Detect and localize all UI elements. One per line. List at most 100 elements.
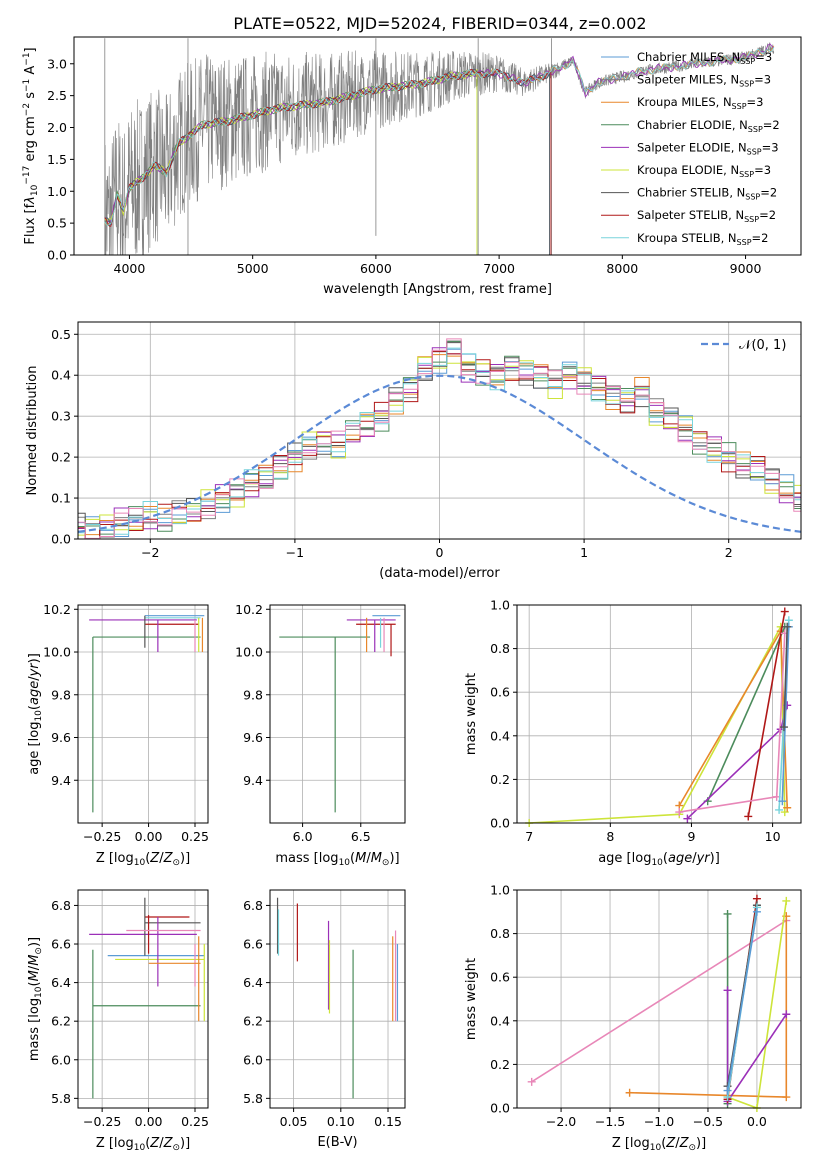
x-axis-label: E(B-V): [317, 1135, 357, 1150]
y-axis-label: mass weight: [464, 958, 479, 1040]
axes-frame: [77, 321, 802, 540]
y-axis-label: age [log10(age/yr)]: [27, 653, 44, 775]
axes-frame: [73, 36, 802, 256]
mass-weight-point: [752, 907, 761, 916]
x-tick-label: −0.5: [693, 1114, 723, 1129]
x-tick-label: 0.15: [374, 1114, 402, 1129]
y-axis-label-part: /: [27, 965, 42, 970]
y-tick-label: 1.0: [490, 598, 510, 613]
y-tick-label: 9.4: [51, 773, 71, 788]
x-tick-label: 6.5: [351, 829, 371, 844]
x-tick-label: −1.5: [595, 1114, 625, 1129]
y-tick-label: 2.0: [47, 120, 67, 135]
x-tick-label: 0.10: [327, 1114, 355, 1129]
mass-weight-point: [780, 607, 789, 616]
y-axis-label-part: )]: [27, 653, 42, 663]
legend-entry: Salpeter MILES, NSSP=3: [637, 73, 771, 89]
y-axis-label-part: (: [27, 981, 42, 986]
y-tick-label: 0.0: [47, 248, 67, 263]
observed-spectrum: [104, 42, 775, 255]
x-tick-label: −0.25: [83, 829, 121, 844]
y-tick-label: 10.2: [43, 602, 71, 617]
legend-name: Salpeter ELODIE, N: [637, 140, 747, 154]
legend-name: Chabrier STELIB, N: [637, 186, 745, 200]
x-axis-label-part: )]: [389, 851, 399, 866]
y-axis-label-part: mass [log: [27, 998, 42, 1061]
x-tick-label: 0.05: [280, 1114, 308, 1129]
y-axis-label-part: 10: [34, 986, 44, 998]
mass-weight-point: [775, 805, 784, 814]
axes-frame: [269, 604, 406, 824]
y-axis-label-part: 10: [34, 710, 44, 722]
mass-weight-line: [706, 626, 786, 802]
legend-entry: Chabrier ELODIE, NSSP=2: [637, 118, 780, 134]
y-tick-label: 5.8: [243, 1091, 263, 1106]
mass-weight-point: [723, 1086, 732, 1095]
legend-name: Kroupa STELIB, N: [637, 231, 737, 245]
x-axis-label-part: ⊙: [688, 1143, 696, 1153]
model-spectrum-8: [104, 47, 775, 226]
x-axis-label-part: Z: [163, 851, 174, 866]
y-axis-label-part: M: [27, 955, 42, 966]
y-axis-label-part: A: [23, 66, 38, 79]
residual-histogram-9: [78, 338, 801, 539]
x-tick-label: 1: [580, 545, 588, 560]
y-tick-label: 6.4: [51, 975, 71, 990]
x-tick-label: −2.0: [546, 1114, 576, 1129]
x-tick-label: 2: [725, 545, 733, 560]
mass-weight-point: [625, 1088, 634, 1097]
legend-tail: =3: [762, 140, 779, 154]
x-tick-label: 8000: [606, 261, 638, 276]
legend-sub: SSP: [747, 147, 762, 156]
y-tick-label: 0.5: [51, 327, 71, 342]
mass-weight-point: [723, 909, 732, 918]
y-tick-label: 2.5: [47, 88, 67, 103]
y-tick-label: 0.4: [490, 1013, 510, 1028]
mass-weight-point: [783, 622, 792, 631]
axes-frame: [269, 889, 406, 1109]
mass-vs-ebv-chart: 0.05 0.10 0.15 5.8 6.0 6.2 6.4 6.6 6.8 E(B-V): [243, 889, 406, 1150]
y-axis-label-part: /: [27, 676, 42, 681]
mass-weight-point: [723, 986, 732, 995]
y-axis-label-part: −2: [22, 103, 32, 116]
y-tick-label: 0.0: [51, 532, 71, 547]
y-tick-label: 6.8: [243, 898, 263, 913]
spectrum-chart: 4000 5000 6000 7000 8000 9000 0.0 0.5 1.0 1.5 2.0 2…: [22, 36, 802, 297]
y-tick-label: 0.1: [51, 491, 71, 506]
y-tick-label: 3.0: [47, 56, 67, 71]
x-tick-label: −1: [286, 545, 304, 560]
y-tick-label: 0.5: [47, 216, 67, 231]
x-tick-label: 9: [687, 829, 695, 844]
x-axis-label-part: (: [145, 851, 150, 866]
x-tick-label: 0.00: [135, 829, 163, 844]
y-axis-label-part: 10: [30, 184, 40, 196]
mass-weight-point: [683, 814, 692, 823]
y-tick-label: 0.0: [490, 1101, 510, 1116]
x-axis-label: (data-model)/error: [379, 566, 500, 581]
legend-name: Kroupa ELODIE, N: [637, 163, 739, 177]
mass-weight-vs-metallicity-chart: −2.0 −1.5 −1.0 −0.5 0.0 0.0 0.2 0.4 0.6 0.8 1.0 Z […: [464, 883, 802, 1153]
x-axis-label-part: Z: [149, 1136, 160, 1151]
y-axis-label-part: ]: [23, 47, 38, 52]
axes-frame: [516, 604, 802, 824]
y-axis-label-part: −17: [22, 166, 32, 185]
x-tick-label: 9000: [730, 261, 762, 276]
legend-tail: =2: [759, 208, 776, 222]
mass-weight-point: [782, 1010, 791, 1019]
x-tick-label: 7000: [483, 261, 515, 276]
legend-tail: =2: [763, 118, 780, 132]
y-tick-label: 6.0: [51, 1052, 71, 1067]
y-tick-label: 10.0: [43, 645, 71, 660]
legend-sub: SSP: [737, 238, 752, 247]
x-axis-label-part: (: [145, 1136, 150, 1151]
y-tick-label: 0.2: [51, 450, 71, 465]
legend-entry: Kroupa STELIB, NSSP=2: [637, 231, 768, 247]
x-tick-label: 0.25: [181, 1114, 209, 1129]
x-axis-label-part: /: [159, 1136, 164, 1151]
legend-name: Chabrier ELODIE, N: [637, 118, 748, 132]
x-axis-label-part: ⊙: [172, 858, 180, 868]
x-axis-label-part: /: [692, 851, 697, 866]
x-axis-label-part: 10: [134, 1143, 146, 1153]
model-spectrum-7: [104, 68, 552, 255]
x-axis-label-part: ⊙: [382, 858, 390, 868]
